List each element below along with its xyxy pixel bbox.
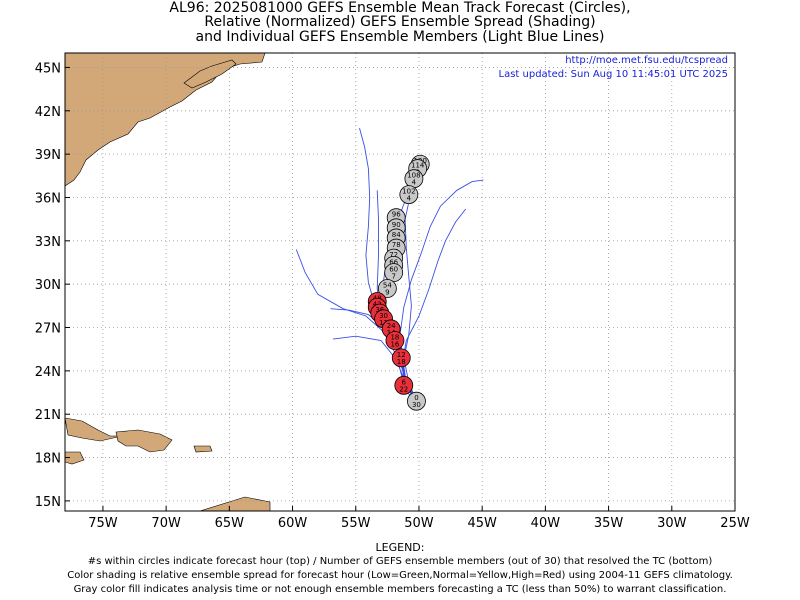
lat-tick-label: 36N — [35, 191, 61, 206]
forecast-hour-label: 90 — [392, 221, 401, 229]
member-count-label: 13 — [379, 319, 388, 327]
member-count-label: 22 — [399, 385, 408, 393]
forecast-hour-label: 114 — [411, 162, 425, 170]
lon-tick-label: 70W — [151, 516, 181, 531]
forecast-hour-label: 84 — [392, 231, 401, 239]
track-circle — [385, 331, 405, 350]
member-count-label: 30 — [412, 401, 421, 409]
ensemble-member-track — [295, 249, 417, 402]
forecast-hour-label: 24 — [387, 322, 396, 330]
land-nova-scotia — [183, 59, 237, 89]
forecast-hour-label: 108 — [407, 172, 420, 180]
forecast-hour-label: 78 — [392, 241, 401, 249]
legend-line-1: #s within circles indicate forecast hour… — [87, 556, 713, 567]
legend-line-3: Gray color fill indicates analysis time … — [73, 584, 727, 595]
ensemble-member-track — [402, 208, 467, 402]
member-count-label: 4 — [407, 195, 412, 203]
axis-labels: 45N 42N 39N 36N 33N 30N 27N 24N 21N 18N 15N 75W 70W 6… — [35, 61, 750, 531]
forecast-hour-label: 12 — [397, 351, 406, 359]
forecast-hour-label: 96 — [392, 211, 401, 219]
track-point-0: 030 — [407, 391, 426, 411]
lat-tick-label: 45N — [35, 61, 61, 76]
forecast-hour-label: 6 — [402, 378, 407, 386]
member-count-label: 16 — [390, 341, 399, 349]
land-puerto-rico — [193, 445, 213, 453]
chart-title-line-1: AL96: 2025081000 GEFS Ensemble Mean Trac… — [169, 0, 631, 16]
forecast-hour-label: 60 — [389, 266, 398, 274]
lat-tick-label: 42N — [35, 105, 61, 120]
track-point-54: 549 — [377, 279, 397, 298]
forecast-hour-label: 30 — [379, 312, 388, 320]
track-circle — [394, 375, 414, 395]
source-url-link[interactable]: http://moe.met.fsu.edu/tcspread — [565, 55, 728, 66]
forecast-hour-label: 72 — [389, 251, 398, 259]
lat-tick-label: 27N — [35, 322, 61, 337]
member-count-label: 9 — [385, 289, 389, 297]
track-circle — [407, 391, 426, 411]
track-circle — [391, 348, 411, 368]
landmasses — [65, 53, 271, 511]
mean-track-circles: 1203114310841024966906846786727667607549… — [367, 154, 430, 411]
track-circle — [377, 279, 397, 298]
land-north-america — [65, 53, 266, 187]
legend-heading: LEGEND: — [375, 541, 425, 554]
track-point-60: 607 — [384, 263, 404, 283]
lon-tick-label: 65W — [215, 516, 245, 531]
lat-tick-label: 21N — [35, 408, 61, 423]
ocean-background — [65, 53, 735, 511]
land-hispaniola — [115, 429, 173, 453]
land-south-america — [199, 496, 271, 511]
lon-tick-label: 50W — [404, 516, 434, 531]
lon-tick-label: 60W — [278, 516, 308, 531]
forecast-hour-label: 0 — [414, 394, 418, 402]
lon-tick-label: 30W — [657, 516, 687, 531]
lon-tick-label: 35W — [594, 516, 624, 531]
member-count-label: 7 — [391, 273, 395, 281]
chart-title-line-2: Relative (Normalized) GEFS Ensemble Spre… — [204, 14, 596, 30]
lat-tick-label: 24N — [35, 365, 61, 380]
lon-tick-label: 75W — [88, 516, 118, 531]
lon-tick-label: 55W — [341, 516, 371, 531]
forecast-hour-label: 36 — [375, 306, 384, 314]
member-count-label: 18 — [397, 358, 406, 366]
member-count-label: 4 — [412, 179, 417, 187]
lat-tick-label: 39N — [35, 148, 61, 163]
land-jamaica — [65, 451, 85, 465]
lon-tick-label: 25W — [720, 516, 750, 531]
lon-tick-label: 40W — [531, 516, 561, 531]
track-point-6: 622 — [394, 375, 414, 395]
track-circle — [399, 185, 419, 204]
chart-title-line-3: and Individual GEFS Ensemble Members (Li… — [195, 29, 605, 45]
lat-tick-label: 18N — [35, 452, 61, 467]
lat-tick-label: 30N — [35, 278, 61, 293]
forecast-hour-label: 54 — [383, 282, 392, 290]
legend-line-2: Color shading is relative ensemble sprea… — [67, 570, 733, 581]
lat-tick-label: 33N — [35, 235, 61, 250]
forecast-hour-label: 66 — [389, 258, 398, 266]
plot-frame — [64, 52, 736, 512]
last-updated-text: Last updated: Sun Aug 10 11:45:01 UTC 20… — [499, 69, 729, 80]
lon-tick-label: 45W — [467, 516, 497, 531]
forecast-hour-label: 18 — [390, 334, 399, 342]
lat-tick-label: 15N — [35, 495, 61, 510]
forecast-hour-label: 102 — [402, 188, 415, 196]
